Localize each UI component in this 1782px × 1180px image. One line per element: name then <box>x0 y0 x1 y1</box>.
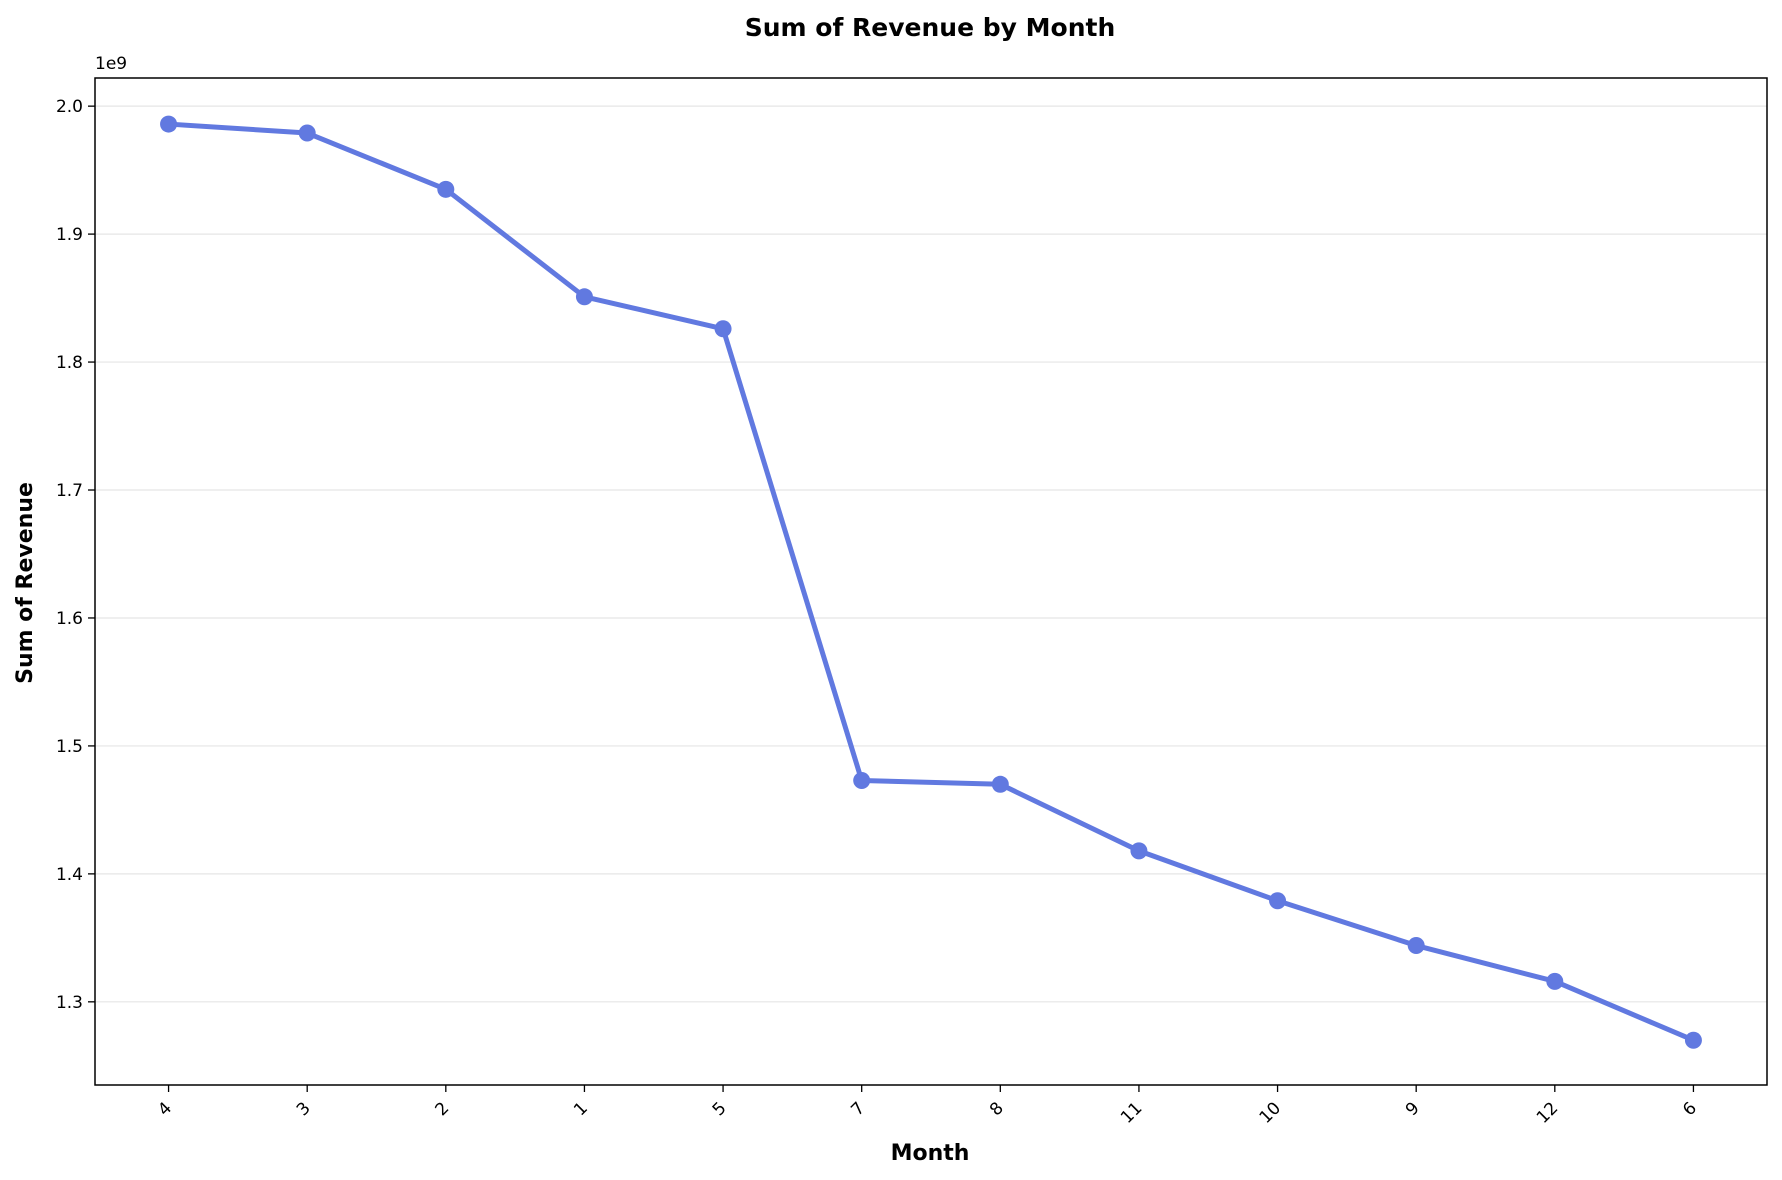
data-point <box>1130 842 1148 860</box>
data-point <box>991 775 1009 793</box>
x-tick-label: 4 <box>154 1098 176 1120</box>
data-point <box>1407 937 1425 955</box>
y-tick-label: 1.4 <box>56 865 83 885</box>
y-tick-label: 1.8 <box>56 353 83 373</box>
grid-lines <box>95 105 1767 1003</box>
x-tick-label: 10 <box>1256 1098 1285 1127</box>
y-tick-label: 2.0 <box>56 97 83 117</box>
x-tick-label: 7 <box>847 1098 869 1120</box>
x-tick-label: 8 <box>986 1098 1008 1120</box>
y-tick-label: 1.5 <box>56 737 83 757</box>
x-tick-label: 3 <box>293 1098 315 1120</box>
y-axis-offset-label: 1e9 <box>95 54 127 74</box>
y-axis: 1.3 1.4 1.5 1.6 1.7 1.8 1.9 2.0 <box>56 97 95 1013</box>
y-tick-label: 1.3 <box>56 993 83 1013</box>
data-point <box>298 124 316 142</box>
chart-title: Sum of Revenue by Month <box>745 13 1116 42</box>
x-tick-label: 5 <box>709 1098 731 1120</box>
x-axis-title: Month <box>891 1141 970 1166</box>
x-tick-label: 1 <box>570 1098 592 1120</box>
x-tick-label: 9 <box>1402 1098 1424 1120</box>
data-point <box>1684 1031 1702 1049</box>
y-tick-label: 1.9 <box>56 225 83 245</box>
data-point <box>1269 892 1287 910</box>
x-tick-label: 12 <box>1533 1098 1562 1127</box>
y-tick-label: 1.6 <box>56 609 83 629</box>
data-point <box>714 320 732 338</box>
data-point <box>853 771 871 789</box>
data-point <box>1546 972 1564 990</box>
data-point <box>437 180 455 198</box>
x-tick-label: 6 <box>1679 1098 1701 1120</box>
x-tick-label: 11 <box>1117 1098 1146 1127</box>
y-axis-title: Sum of Revenue <box>13 482 38 684</box>
x-axis: 4 3 2 1 5 7 8 11 10 9 12 6 <box>154 1085 1701 1128</box>
data-point <box>575 288 593 306</box>
y-tick-label: 1.7 <box>56 481 83 501</box>
series-layer <box>160 115 1702 1049</box>
data-point <box>160 115 178 133</box>
x-tick-label: 2 <box>432 1098 454 1120</box>
series-line <box>166 121 1696 1043</box>
plot-frame <box>94 77 1768 1086</box>
